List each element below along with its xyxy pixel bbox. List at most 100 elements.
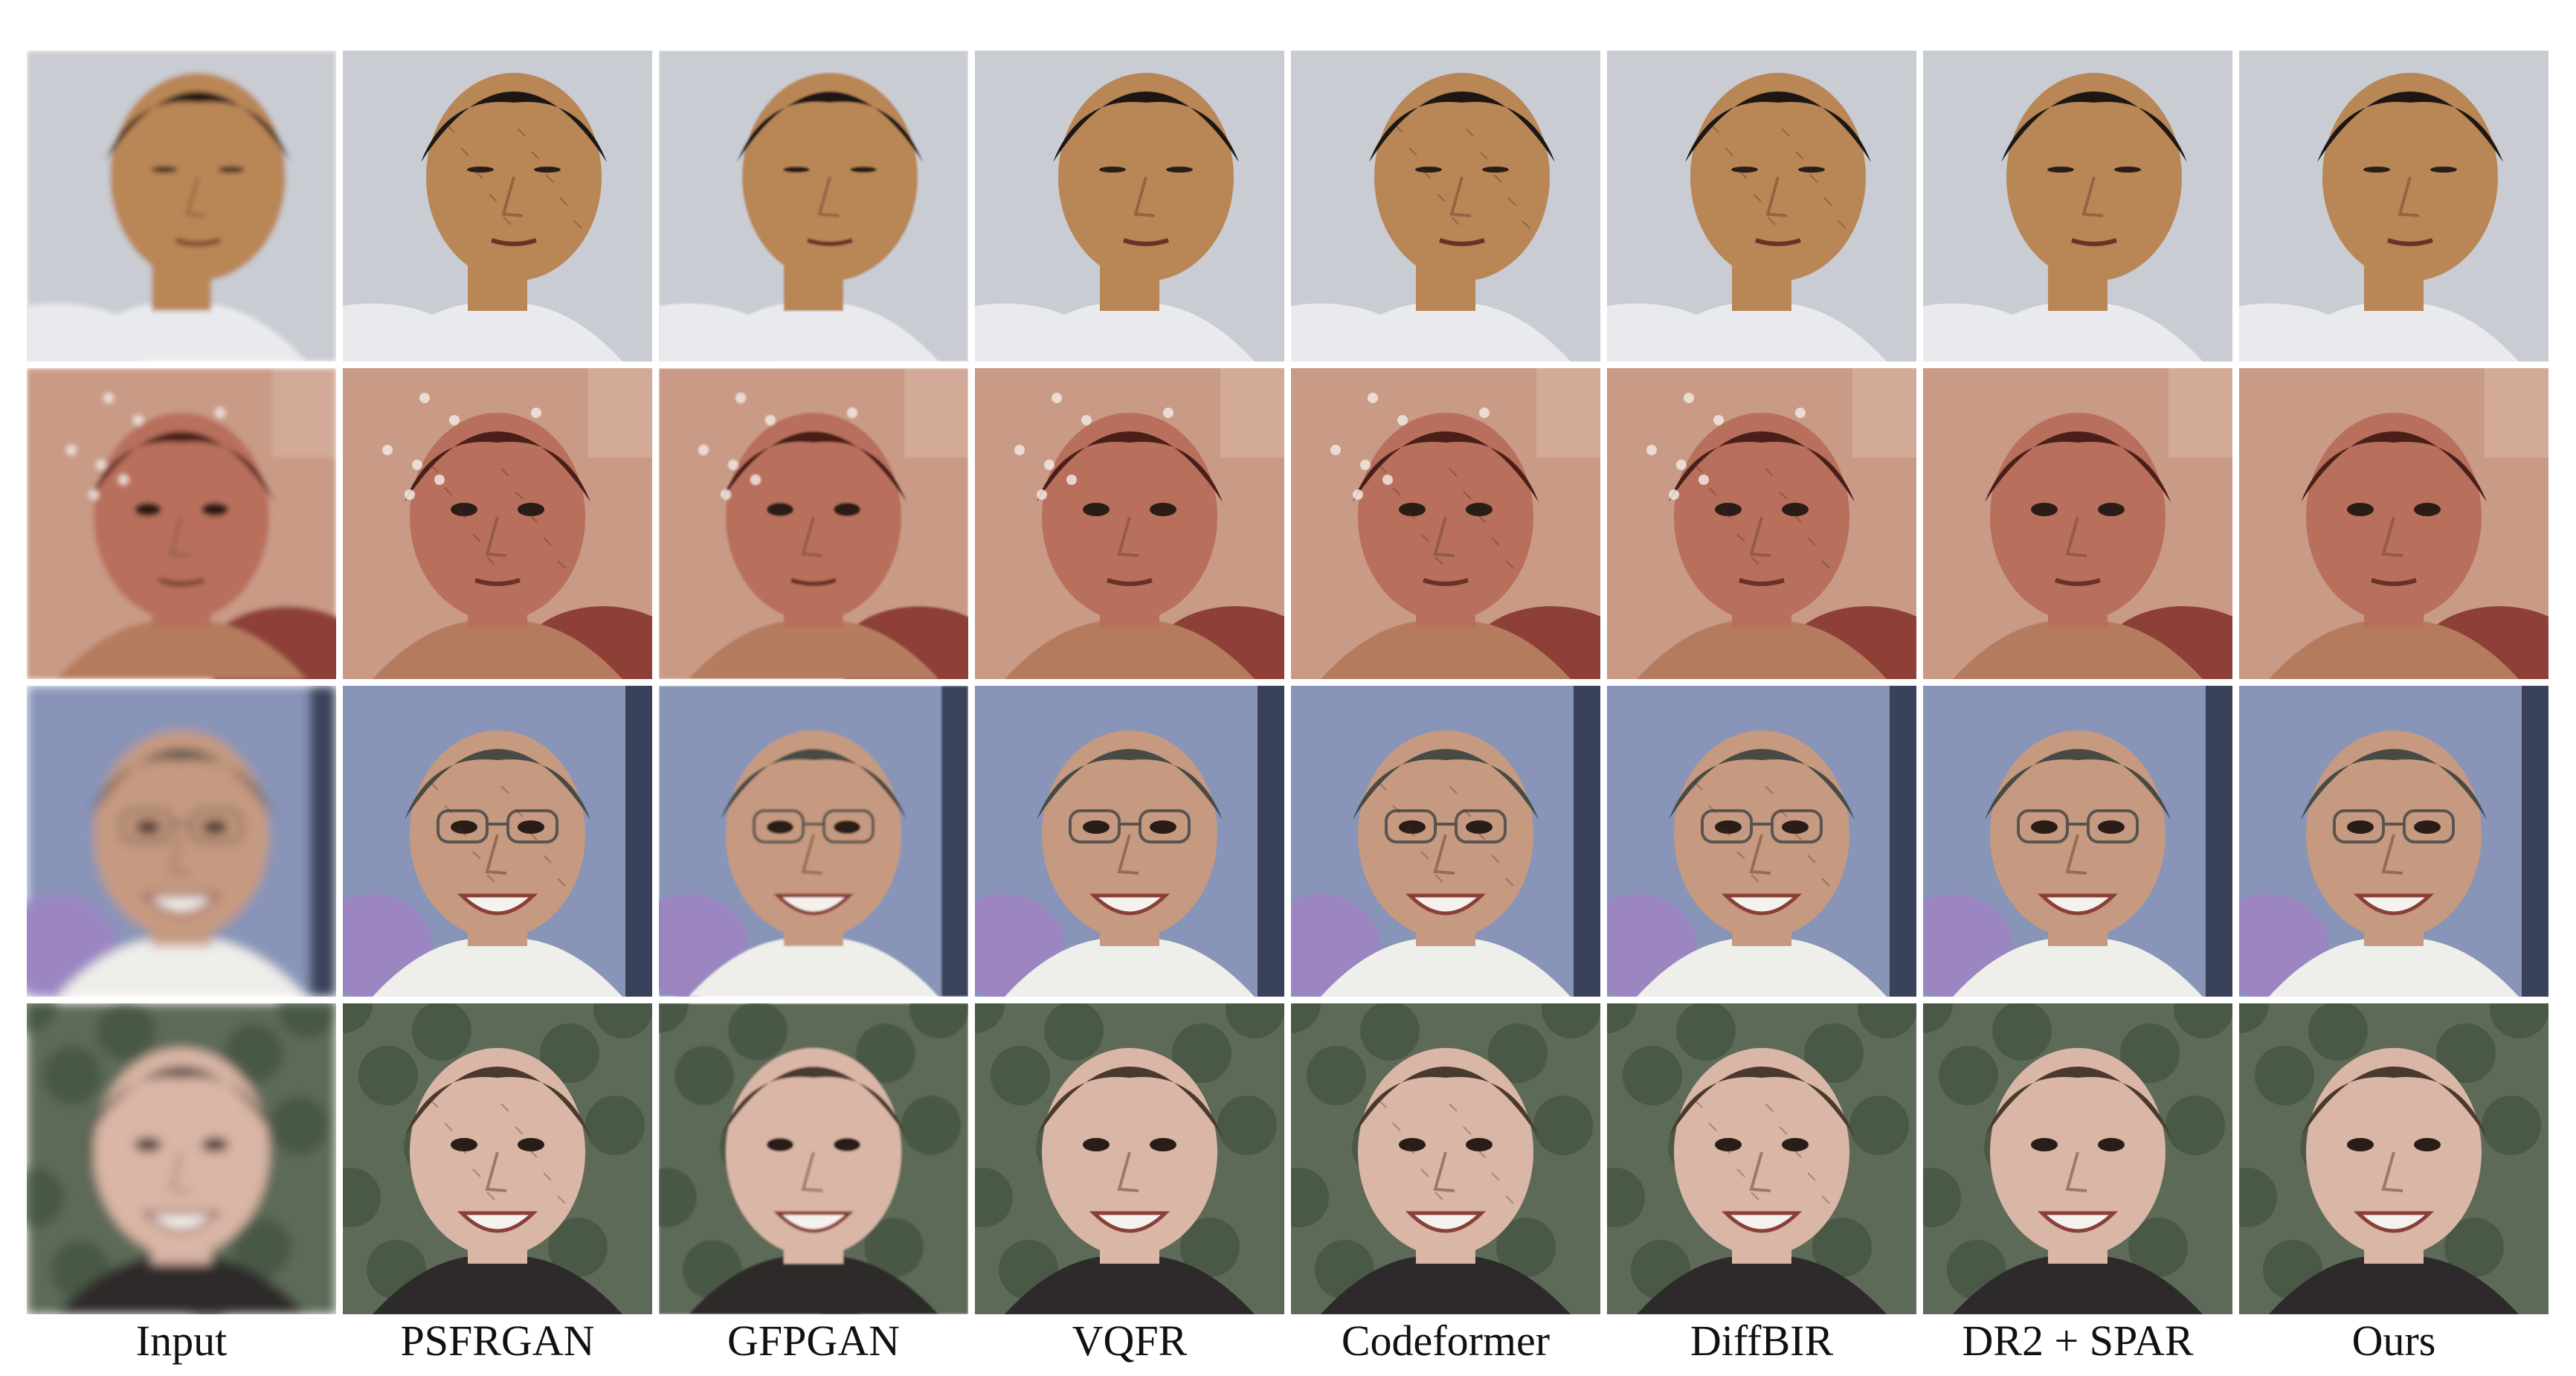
- result-image: [659, 51, 968, 361]
- hair: [1669, 431, 1855, 502]
- face-photo: [1291, 1003, 1600, 1314]
- face-restoration-grid: [27, 51, 2551, 1314]
- result-image: [659, 1003, 968, 1314]
- hair: [405, 1067, 590, 1137]
- hair: [1669, 1067, 1855, 1137]
- result-image: [343, 1003, 652, 1314]
- hair: [405, 749, 590, 820]
- hair: [1985, 431, 2171, 502]
- hair: [2001, 91, 2187, 162]
- clothing: [1005, 1255, 1255, 1314]
- clothing: [2269, 620, 2519, 679]
- clothing: [1321, 302, 1571, 361]
- clothing: [57, 1255, 306, 1314]
- clothing: [2269, 937, 2519, 997]
- result-image: [27, 686, 336, 997]
- clothing: [1953, 620, 2203, 679]
- result-image: [2239, 368, 2548, 679]
- result-image: [659, 686, 968, 997]
- face-photo: [659, 51, 968, 361]
- result-image: [343, 686, 652, 997]
- result-image: [1291, 1003, 1600, 1314]
- face-photo: [27, 51, 336, 361]
- result-image: [975, 51, 1284, 361]
- result-image: [975, 1003, 1284, 1314]
- hair: [1353, 749, 1539, 820]
- face-photo: [659, 1003, 968, 1314]
- hair: [1353, 1067, 1539, 1137]
- face-photo: [659, 686, 968, 997]
- hair: [1985, 1067, 2171, 1137]
- result-image: [343, 51, 652, 361]
- result-image: [1923, 1003, 2232, 1314]
- face-photo: [1923, 1003, 2232, 1314]
- result-image: [659, 368, 968, 679]
- result-image: [1607, 686, 1916, 997]
- clothing: [1637, 1255, 1887, 1314]
- clothing: [689, 937, 938, 997]
- clothing: [1005, 937, 1255, 997]
- face-photo: [1607, 686, 1916, 997]
- clothing: [1321, 937, 1571, 997]
- clothing: [373, 620, 622, 679]
- clothing: [2269, 302, 2519, 361]
- result-image: [2239, 51, 2548, 361]
- result-image: [1607, 368, 1916, 679]
- face-photo: [1291, 368, 1600, 679]
- result-image: [1607, 51, 1916, 361]
- clothing: [689, 620, 938, 679]
- clothing: [373, 937, 622, 997]
- method-labels: Input PSFRGAN GFPGAN VQFR Codeformer DiffBIR D…: [27, 1315, 2548, 1367]
- face-photo: [2239, 51, 2548, 361]
- clothing: [57, 302, 306, 361]
- face-photo: [2239, 368, 2548, 679]
- hair: [1037, 1067, 1223, 1137]
- face-photo: [659, 368, 968, 679]
- result-image: [1923, 368, 2232, 679]
- face-photo: [27, 368, 336, 679]
- hair: [2301, 1067, 2487, 1137]
- result-image: [1291, 686, 1600, 997]
- hair: [721, 1067, 907, 1137]
- clothing: [1321, 1255, 1571, 1314]
- hair: [88, 431, 274, 502]
- clothing: [373, 1255, 622, 1314]
- face-photo: [975, 1003, 1284, 1314]
- result-image: [27, 368, 336, 679]
- hair: [1369, 91, 1555, 162]
- result-image: [2239, 1003, 2548, 1314]
- clothing: [689, 302, 938, 361]
- result-image: [27, 1003, 336, 1314]
- face-photo: [1923, 686, 2232, 997]
- method-label: Codeformer: [1341, 1316, 1551, 1365]
- hair: [421, 91, 607, 162]
- result-image: [2239, 686, 2548, 997]
- result-image: [27, 51, 336, 361]
- hair: [2301, 749, 2487, 820]
- clothing: [1005, 620, 1255, 679]
- face-photo: [1923, 51, 2232, 361]
- hair: [105, 91, 291, 162]
- face-photo: [1923, 368, 2232, 679]
- result-image: [1291, 368, 1600, 679]
- face-photo: [1607, 1003, 1916, 1314]
- face-photo: [343, 686, 652, 997]
- clothing: [689, 1255, 938, 1314]
- method-label: DiffBIR: [1690, 1316, 1834, 1365]
- result-image: [975, 686, 1284, 997]
- comparison-figure: Input PSFRGAN GFPGAN VQFR Codeformer DiffBIR D…: [27, 51, 2551, 1367]
- method-label: VQFR: [1072, 1316, 1188, 1365]
- hair: [1353, 431, 1539, 502]
- clothing: [2269, 1255, 2519, 1314]
- method-label: Input: [135, 1316, 228, 1365]
- clothing: [1953, 1255, 2203, 1314]
- method-label: Ours: [2351, 1316, 2436, 1365]
- face-photo: [343, 368, 652, 679]
- clothing: [1321, 620, 1571, 679]
- clothing: [1953, 302, 2203, 361]
- method-label: GFPGAN: [727, 1316, 901, 1365]
- result-image: [1291, 51, 1600, 361]
- face-photo: [975, 686, 1284, 997]
- clothing: [1637, 937, 1887, 997]
- face-photo: [2239, 1003, 2548, 1314]
